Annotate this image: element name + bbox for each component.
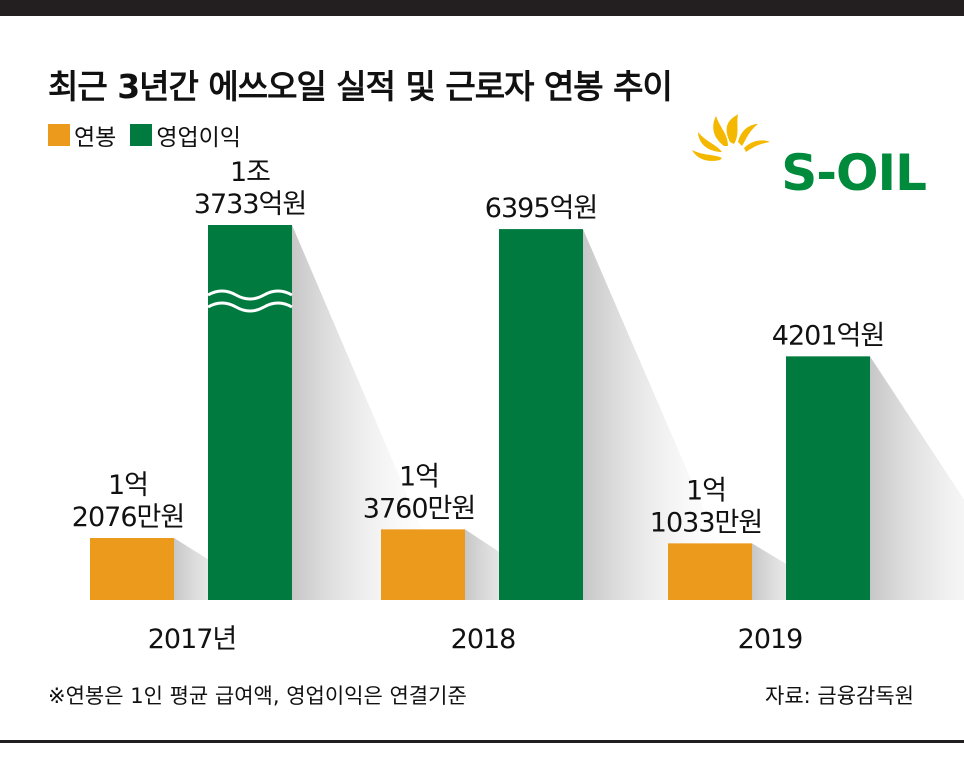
salary-value-label: 2076만원 [72, 502, 184, 533]
operating-profit-value-label: 3733억원 [194, 189, 306, 220]
legend-swatch-salary [48, 124, 70, 146]
operating-profit-bar [786, 356, 870, 600]
footnote: ※연봉은 1인 평균 급여액, 영업이익은 연결기준 [48, 684, 467, 708]
logo-wordmark: S-OIL [781, 144, 926, 202]
legend-label-operating-profit: 영업이익 [156, 125, 241, 151]
legend: 연봉 영업이익 [48, 118, 241, 152]
source-note: 자료: 금융감독원 [765, 684, 914, 708]
operating-profit-bar [499, 229, 583, 600]
bar-shadow [870, 356, 964, 600]
salary-bar [90, 538, 174, 600]
operating-profit-value-label: 6395억원 [485, 193, 597, 224]
top-border-bar [0, 0, 964, 16]
legend-item-salary: 연봉 [48, 118, 116, 152]
s-oil-logo: S-OIL [692, 114, 927, 202]
sun-icon [692, 114, 770, 161]
x-tick-label: 2019 [738, 624, 803, 655]
bar-shadows [174, 225, 964, 600]
legend-label-salary: 연봉 [74, 125, 117, 151]
bar-shadow [292, 225, 452, 600]
bar-shadow [583, 229, 743, 600]
operating-profit-value-label: 4201억원 [772, 320, 884, 351]
x-tick-label: 2018 [451, 624, 516, 655]
salary-value-label: 1억 [399, 461, 439, 492]
salary-bar [668, 543, 752, 600]
salary-value-label: 1억 [108, 470, 148, 501]
operating-profit-value-label: 1조 [230, 157, 270, 188]
salary-value-label: 3760만원 [363, 493, 475, 524]
x-tick-label: 2017년 [148, 624, 237, 655]
bars-group [90, 225, 870, 600]
legend-item-operating-profit: 영업이익 [130, 118, 241, 152]
value-labels-group: 1억2076만원1조3733억원1억3760만원6395억원1억1033만원42… [72, 157, 885, 538]
axis-break-mark [207, 289, 293, 301]
salary-value-label: 1033만원 [650, 507, 762, 538]
salary-value-label: 1억 [686, 475, 726, 506]
bar-shadow [465, 529, 573, 600]
operating-profit-bar [208, 225, 292, 600]
x-tick-labels: 2017년 2018 2019 [148, 624, 804, 655]
bottom-rule [0, 740, 964, 743]
axis-break-mark [207, 301, 293, 313]
salary-bar [381, 529, 465, 600]
legend-swatch-operating-profit [130, 124, 153, 146]
chart-title: 최근 3년간 에쓰오일 실적 및 근로자 연봉 추이 [48, 67, 673, 106]
